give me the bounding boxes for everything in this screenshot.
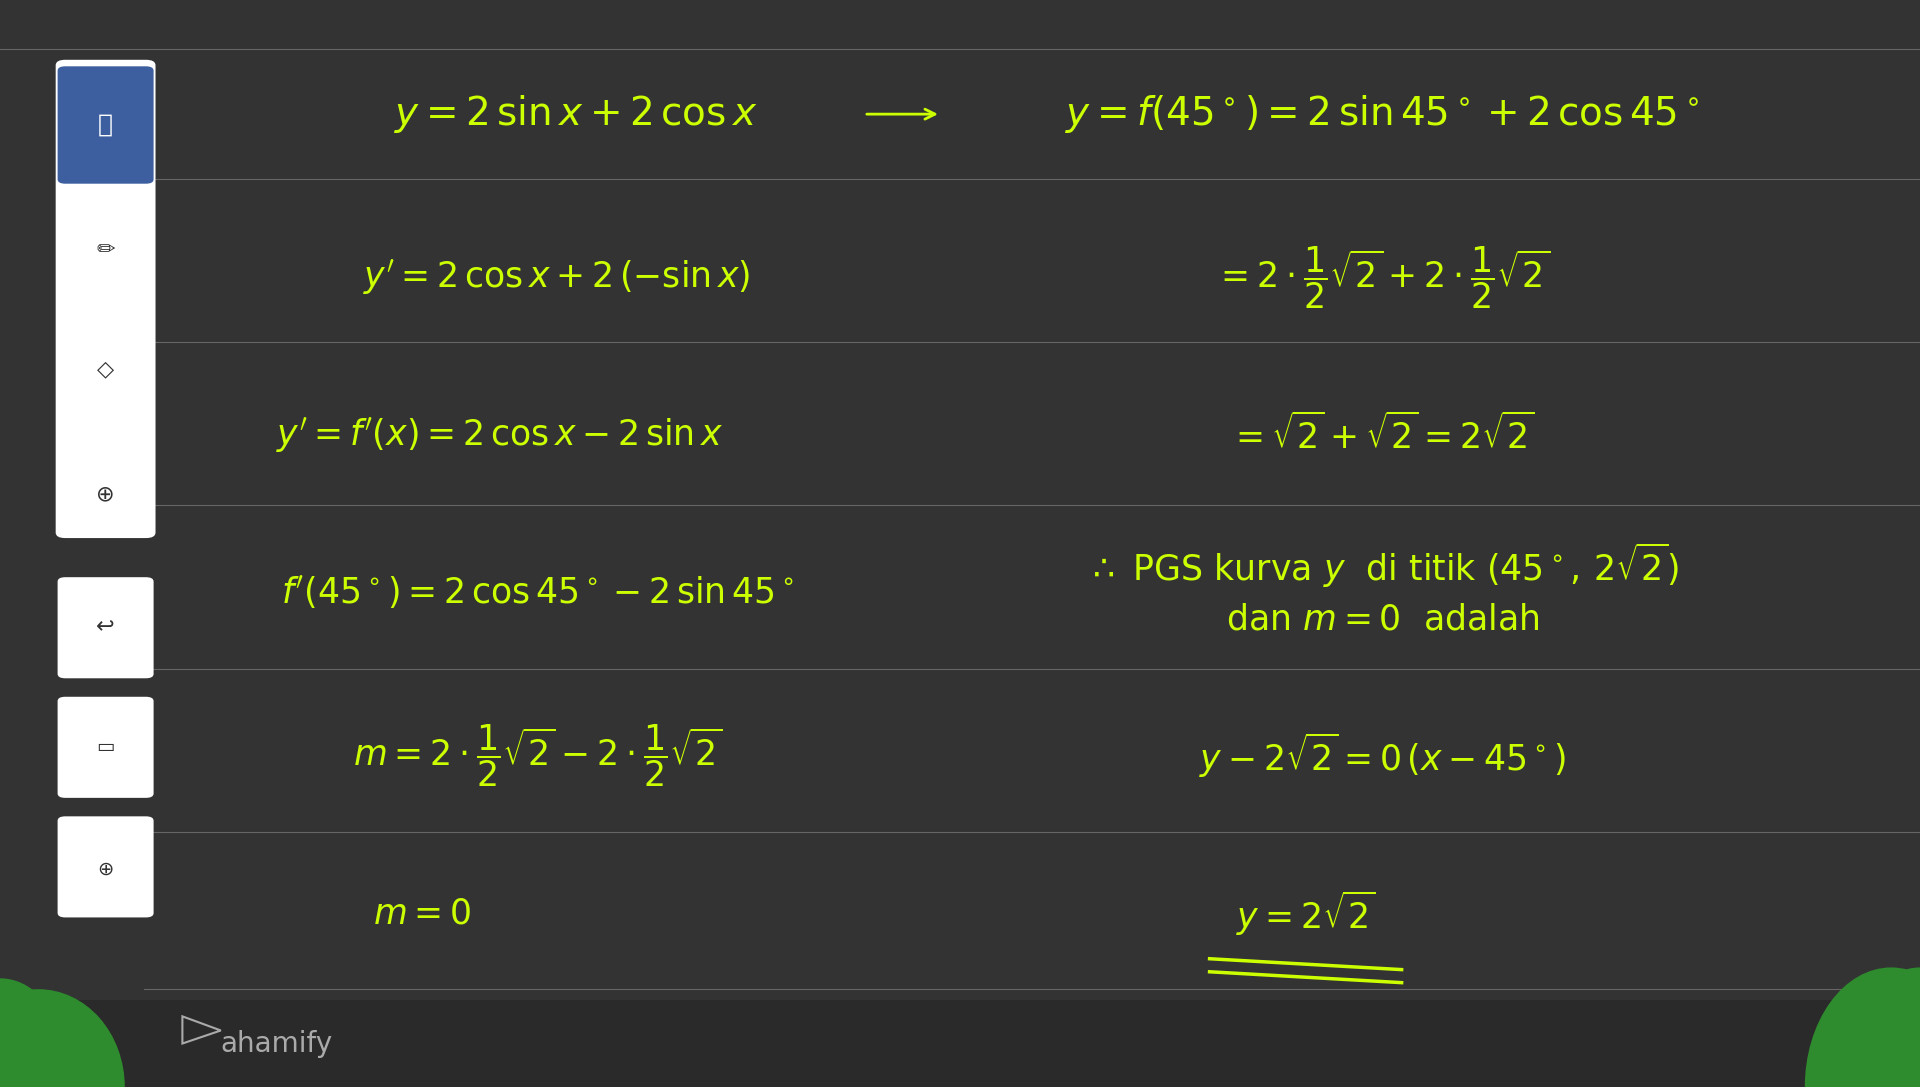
Ellipse shape (1862, 967, 1920, 1087)
Text: ⊕: ⊕ (98, 860, 113, 879)
Text: $f'(45^\circ) = 2\,\mathrm{cos}\,45^\circ - 2\,\mathrm{sin}\,45^\circ$: $f'(45^\circ) = 2\,\mathrm{cos}\,45^\cir… (280, 574, 795, 611)
FancyBboxPatch shape (58, 577, 154, 678)
FancyBboxPatch shape (0, 1000, 1920, 1087)
Text: ⊕: ⊕ (96, 485, 115, 504)
Text: $y' = f'(x) = 2\,\mathrm{cos}\,x - 2\,\mathrm{sin}\,x$: $y' = f'(x) = 2\,\mathrm{cos}\,x - 2\,\m… (275, 415, 724, 454)
FancyBboxPatch shape (58, 66, 154, 184)
Text: $m = 0$: $m = 0$ (372, 896, 472, 930)
Text: ✋: ✋ (98, 113, 113, 137)
Text: $y = 2\sqrt{2}$: $y = 2\sqrt{2}$ (1236, 888, 1375, 938)
Text: $y = f(45^\circ) = 2\,\mathrm{sin}\,45^\circ + 2\,\mathrm{cos}\,45^\circ$: $y = f(45^\circ) = 2\,\mathrm{sin}\,45^\… (1066, 93, 1699, 135)
Text: $= 2\cdot\dfrac{1}{2}\sqrt{2} + 2\cdot\dfrac{1}{2}\sqrt{2}$: $= 2\cdot\dfrac{1}{2}\sqrt{2} + 2\cdot\d… (1213, 243, 1551, 311)
FancyBboxPatch shape (58, 816, 154, 917)
Text: ✏: ✏ (96, 240, 115, 260)
FancyBboxPatch shape (58, 697, 154, 798)
Text: $y - 2\sqrt{2} = 0\,(x - 45^\circ)$: $y - 2\sqrt{2} = 0\,(x - 45^\circ)$ (1198, 730, 1567, 780)
Text: ▭: ▭ (96, 737, 115, 757)
Ellipse shape (0, 978, 58, 1087)
Text: $\therefore$ PGS kurva $y$  di titik $(45^\circ,\,2\sqrt{2})$: $\therefore$ PGS kurva $y$ di titik $(45… (1085, 540, 1680, 590)
Text: ◇: ◇ (98, 360, 113, 379)
Ellipse shape (0, 989, 125, 1087)
Text: $y = 2\,\mathrm{sin}\,x + 2\,\mathrm{cos}\,x$: $y = 2\,\mathrm{sin}\,x + 2\,\mathrm{cos… (394, 93, 758, 135)
Ellipse shape (1805, 967, 1920, 1087)
Text: $y' = 2\,\mathrm{cos}\,x + 2\,(-\mathrm{sin}\,x)$: $y' = 2\,\mathrm{cos}\,x + 2\,(-\mathrm{… (363, 258, 751, 297)
FancyBboxPatch shape (56, 60, 156, 538)
Text: dan $m=0$  adalah: dan $m=0$ adalah (1225, 602, 1540, 637)
Text: $= \sqrt{2} + \sqrt{2} = 2\sqrt{2}$: $= \sqrt{2} + \sqrt{2} = 2\sqrt{2}$ (1229, 414, 1536, 455)
Text: ↩: ↩ (96, 617, 115, 637)
Text: ahamify: ahamify (221, 1029, 332, 1058)
Text: $m = 2\cdot\dfrac{1}{2}\sqrt{2} - 2\cdot\dfrac{1}{2}\sqrt{2}$: $m = 2\cdot\dfrac{1}{2}\sqrt{2} - 2\cdot… (353, 722, 722, 789)
